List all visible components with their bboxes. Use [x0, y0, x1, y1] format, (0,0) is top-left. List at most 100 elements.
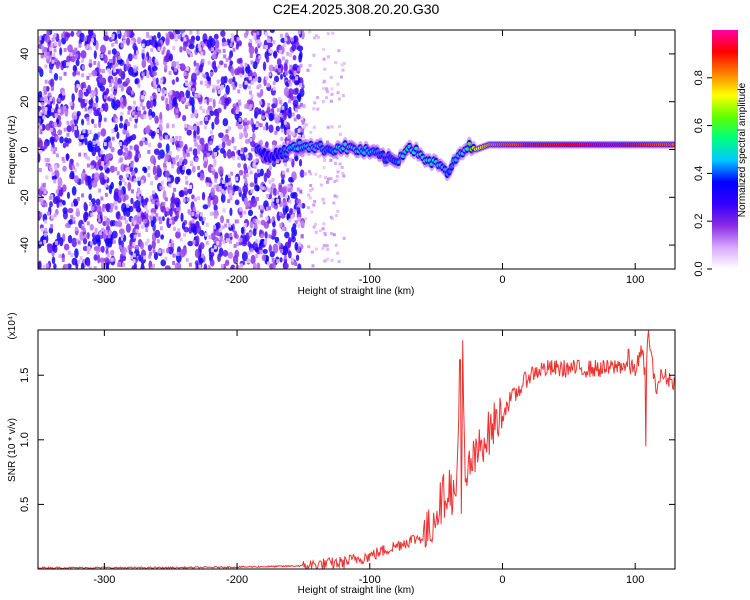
noise-cell	[166, 155, 170, 160]
noise-cell	[256, 85, 260, 90]
noise-cell	[313, 36, 317, 40]
noise-cell	[109, 94, 113, 99]
noise-cell	[180, 63, 186, 70]
noise-cell	[196, 224, 202, 234]
noise-cell	[236, 106, 240, 111]
noise-cell	[130, 189, 134, 194]
noise-cell	[210, 47, 214, 52]
noise-cell	[164, 157, 168, 162]
noise-cell	[300, 153, 304, 158]
noise-cell	[58, 254, 62, 259]
noise-cell	[70, 30, 75, 37]
noise-cell	[53, 213, 57, 218]
noise-cell	[277, 241, 281, 246]
noise-cell	[156, 216, 160, 221]
noise-cell	[230, 265, 235, 269]
noise-cell	[203, 74, 207, 79]
spectrogram-x-tick-label: 100	[626, 274, 644, 286]
noise-cell	[47, 100, 51, 105]
noise-cell	[212, 98, 216, 109]
noise-cell	[43, 190, 47, 195]
noise-cell	[171, 164, 175, 169]
noise-cell	[150, 48, 154, 53]
noise-cell	[178, 161, 182, 166]
noise-cell	[147, 165, 151, 170]
noise-cell	[312, 225, 316, 229]
noise-cell	[252, 132, 256, 141]
noise-cell	[103, 257, 110, 263]
noise-cell	[250, 254, 256, 265]
noise-cell	[259, 168, 264, 177]
noise-cell	[49, 195, 53, 200]
noise-cell	[115, 62, 119, 67]
noise-cell	[243, 222, 247, 227]
noise-cell	[130, 197, 134, 205]
noise-cell	[91, 236, 98, 246]
noise-cell	[111, 203, 115, 208]
noise-cell	[308, 196, 312, 200]
noise-cell	[132, 259, 136, 264]
noise-cell	[177, 35, 181, 40]
noise-cell	[258, 108, 262, 115]
noise-cell	[89, 98, 94, 108]
noise-cell	[249, 182, 255, 188]
noise-cell	[220, 215, 224, 224]
noise-cell	[46, 243, 53, 249]
noise-cell	[89, 93, 93, 98]
noise-cell	[86, 163, 90, 168]
noise-cell	[247, 99, 253, 105]
noise-cell	[228, 193, 232, 198]
noise-cell	[214, 116, 220, 125]
noise-cell	[109, 58, 113, 63]
noise-cell	[323, 158, 327, 162]
noise-cell	[197, 196, 201, 201]
noise-cell	[211, 88, 215, 93]
noise-cell	[300, 234, 304, 239]
noise-cell	[74, 175, 79, 184]
noise-cell	[73, 168, 77, 173]
noise-cell	[101, 161, 105, 166]
noise-cell	[97, 246, 102, 252]
noise-cell	[186, 149, 190, 154]
noise-cell	[229, 189, 233, 194]
noise-cell	[101, 69, 105, 74]
noise-cell	[329, 75, 333, 79]
noise-cell	[341, 172, 345, 176]
noise-cell	[281, 227, 285, 232]
noise-cell	[82, 237, 88, 245]
noise-cell	[131, 244, 135, 249]
noise-cell	[160, 234, 165, 240]
noise-cell	[310, 210, 314, 214]
noise-cell	[264, 44, 268, 49]
noise-cell	[122, 97, 127, 106]
noise-cell	[88, 61, 93, 68]
noise-cell	[88, 46, 92, 51]
noise-cell	[334, 243, 338, 247]
noise-cell	[244, 73, 248, 78]
noise-cell	[132, 241, 136, 246]
noise-cell	[167, 242, 171, 247]
noise-cell	[186, 129, 192, 136]
noise-cell	[340, 75, 344, 79]
noise-cell	[199, 212, 203, 217]
noise-cell	[53, 179, 57, 184]
noise-cell	[273, 203, 279, 210]
noise-cell	[76, 196, 80, 201]
noise-cell	[86, 117, 90, 122]
noise-cell	[91, 179, 98, 188]
noise-cell	[171, 157, 175, 162]
noise-cell	[211, 167, 215, 172]
noise-cell	[89, 201, 93, 206]
noise-cell	[299, 169, 305, 178]
noise-cell	[112, 239, 116, 244]
noise-cell	[220, 264, 224, 269]
noise-cell	[250, 80, 254, 85]
noise-cell	[303, 172, 307, 176]
noise-cell	[189, 30, 193, 35]
noise-cell	[284, 231, 290, 239]
noise-cell	[138, 189, 142, 194]
signal-peak	[671, 142, 675, 147]
noise-cell	[93, 60, 97, 65]
noise-cell	[333, 179, 337, 183]
noise-cell	[242, 147, 248, 153]
